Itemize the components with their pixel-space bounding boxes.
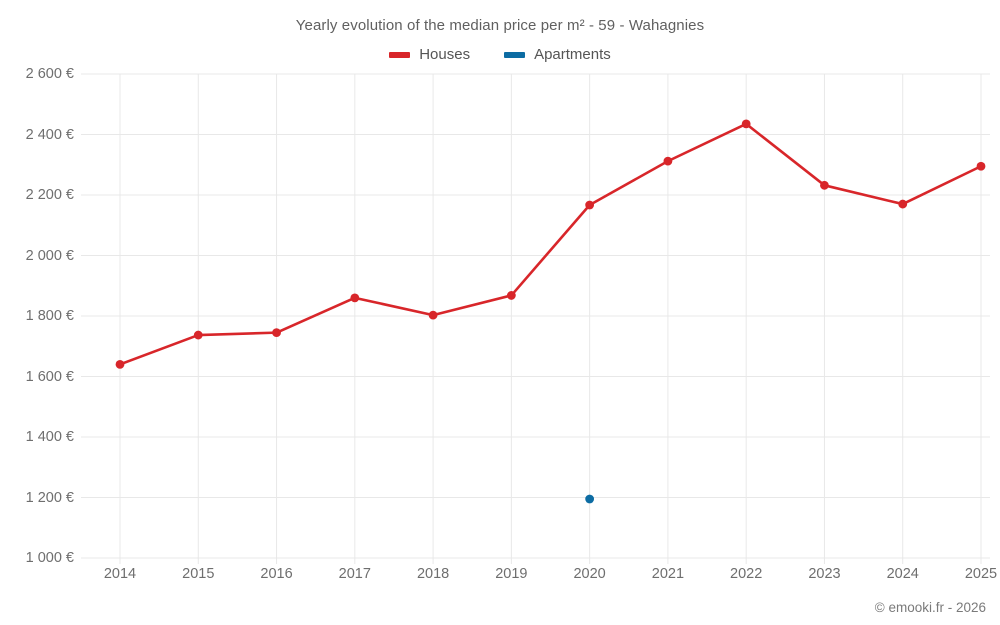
legend-label-apartments: Apartments: [534, 46, 611, 63]
y-axis: 1 000 € 1 200 € 1 400 € 1 600 € 1 800 € 2 000…: [0, 0, 74, 625]
legend-swatch-houses: [389, 51, 411, 58]
footer-credit: © emooki.fr - 2026: [874, 600, 986, 615]
data-point-houses[interactable]: [115, 360, 125, 369]
y-axis-tick-label: 2 400 €: [25, 126, 74, 143]
x-axis-tick-label: 2018: [416, 566, 450, 582]
y-axis-tick-label: 1 000 €: [25, 550, 74, 566]
y-axis-tick-label: 2 000 €: [25, 247, 74, 264]
data-point-houses[interactable]: [663, 156, 673, 166]
series-lines: [118, 122, 983, 366]
y-axis-tick-label: 1 200 €: [25, 489, 74, 506]
x-axis-tick-label: 2025: [964, 566, 998, 582]
x-axis-tick-label: 2022: [730, 566, 763, 582]
grid-lines: [81, 73, 990, 564]
chart-title: Yearly evolution of the median price per…: [295, 17, 705, 34]
data-point-houses[interactable]: [506, 291, 516, 300]
legend-swatch-apartments: [504, 51, 526, 58]
data-point-houses[interactable]: [976, 161, 986, 171]
x-axis-tick-label: 2023: [808, 566, 841, 582]
x-axis-tick-label: 2017: [338, 566, 371, 582]
data-points: [115, 119, 986, 504]
data-point-houses[interactable]: [741, 119, 751, 129]
x-axis-tick-label: 2014: [103, 566, 137, 582]
data-point-houses[interactable]: [585, 200, 595, 210]
data-point-houses[interactable]: [820, 180, 829, 190]
legend-label-houses: Houses: [419, 46, 471, 63]
x-axis: 2014 2015 2016 2017 2018 2019 2020 2021 2022 2023…: [0, 566, 1000, 590]
x-axis-tick-label: 2019: [495, 566, 528, 582]
data-point-apartments[interactable]: [585, 494, 595, 504]
y-axis-tick-label: 2 200 €: [25, 187, 74, 203]
y-axis-tick-label: 1 800 €: [25, 308, 74, 324]
x-axis-tick-label: 2024: [886, 566, 919, 582]
plot-svg: [81, 73, 990, 564]
plot-area: [81, 73, 990, 564]
data-point-houses[interactable]: [193, 330, 203, 340]
y-axis-tick-label: 2 600 €: [25, 66, 74, 82]
x-axis-tick-label: 2015: [182, 566, 215, 582]
y-axis-tick-label: 1 600 €: [25, 368, 74, 385]
data-point-houses[interactable]: [898, 199, 908, 209]
chart-legend: Houses Apartments: [0, 46, 1000, 63]
x-axis-tick-label: 2020: [573, 566, 606, 582]
y-axis-tick-label: 1 400 €: [25, 429, 74, 445]
series-line-houses: [118, 122, 983, 366]
x-axis-tick-label: 2016: [260, 566, 293, 582]
x-axis-tick-label: 2021: [651, 566, 685, 582]
legend-item-houses[interactable]: Houses: [389, 46, 470, 63]
data-point-houses[interactable]: [272, 328, 281, 338]
legend-item-apartments[interactable]: Apartments: [504, 46, 611, 63]
data-point-houses[interactable]: [350, 293, 360, 303]
data-point-houses[interactable]: [428, 310, 438, 320]
